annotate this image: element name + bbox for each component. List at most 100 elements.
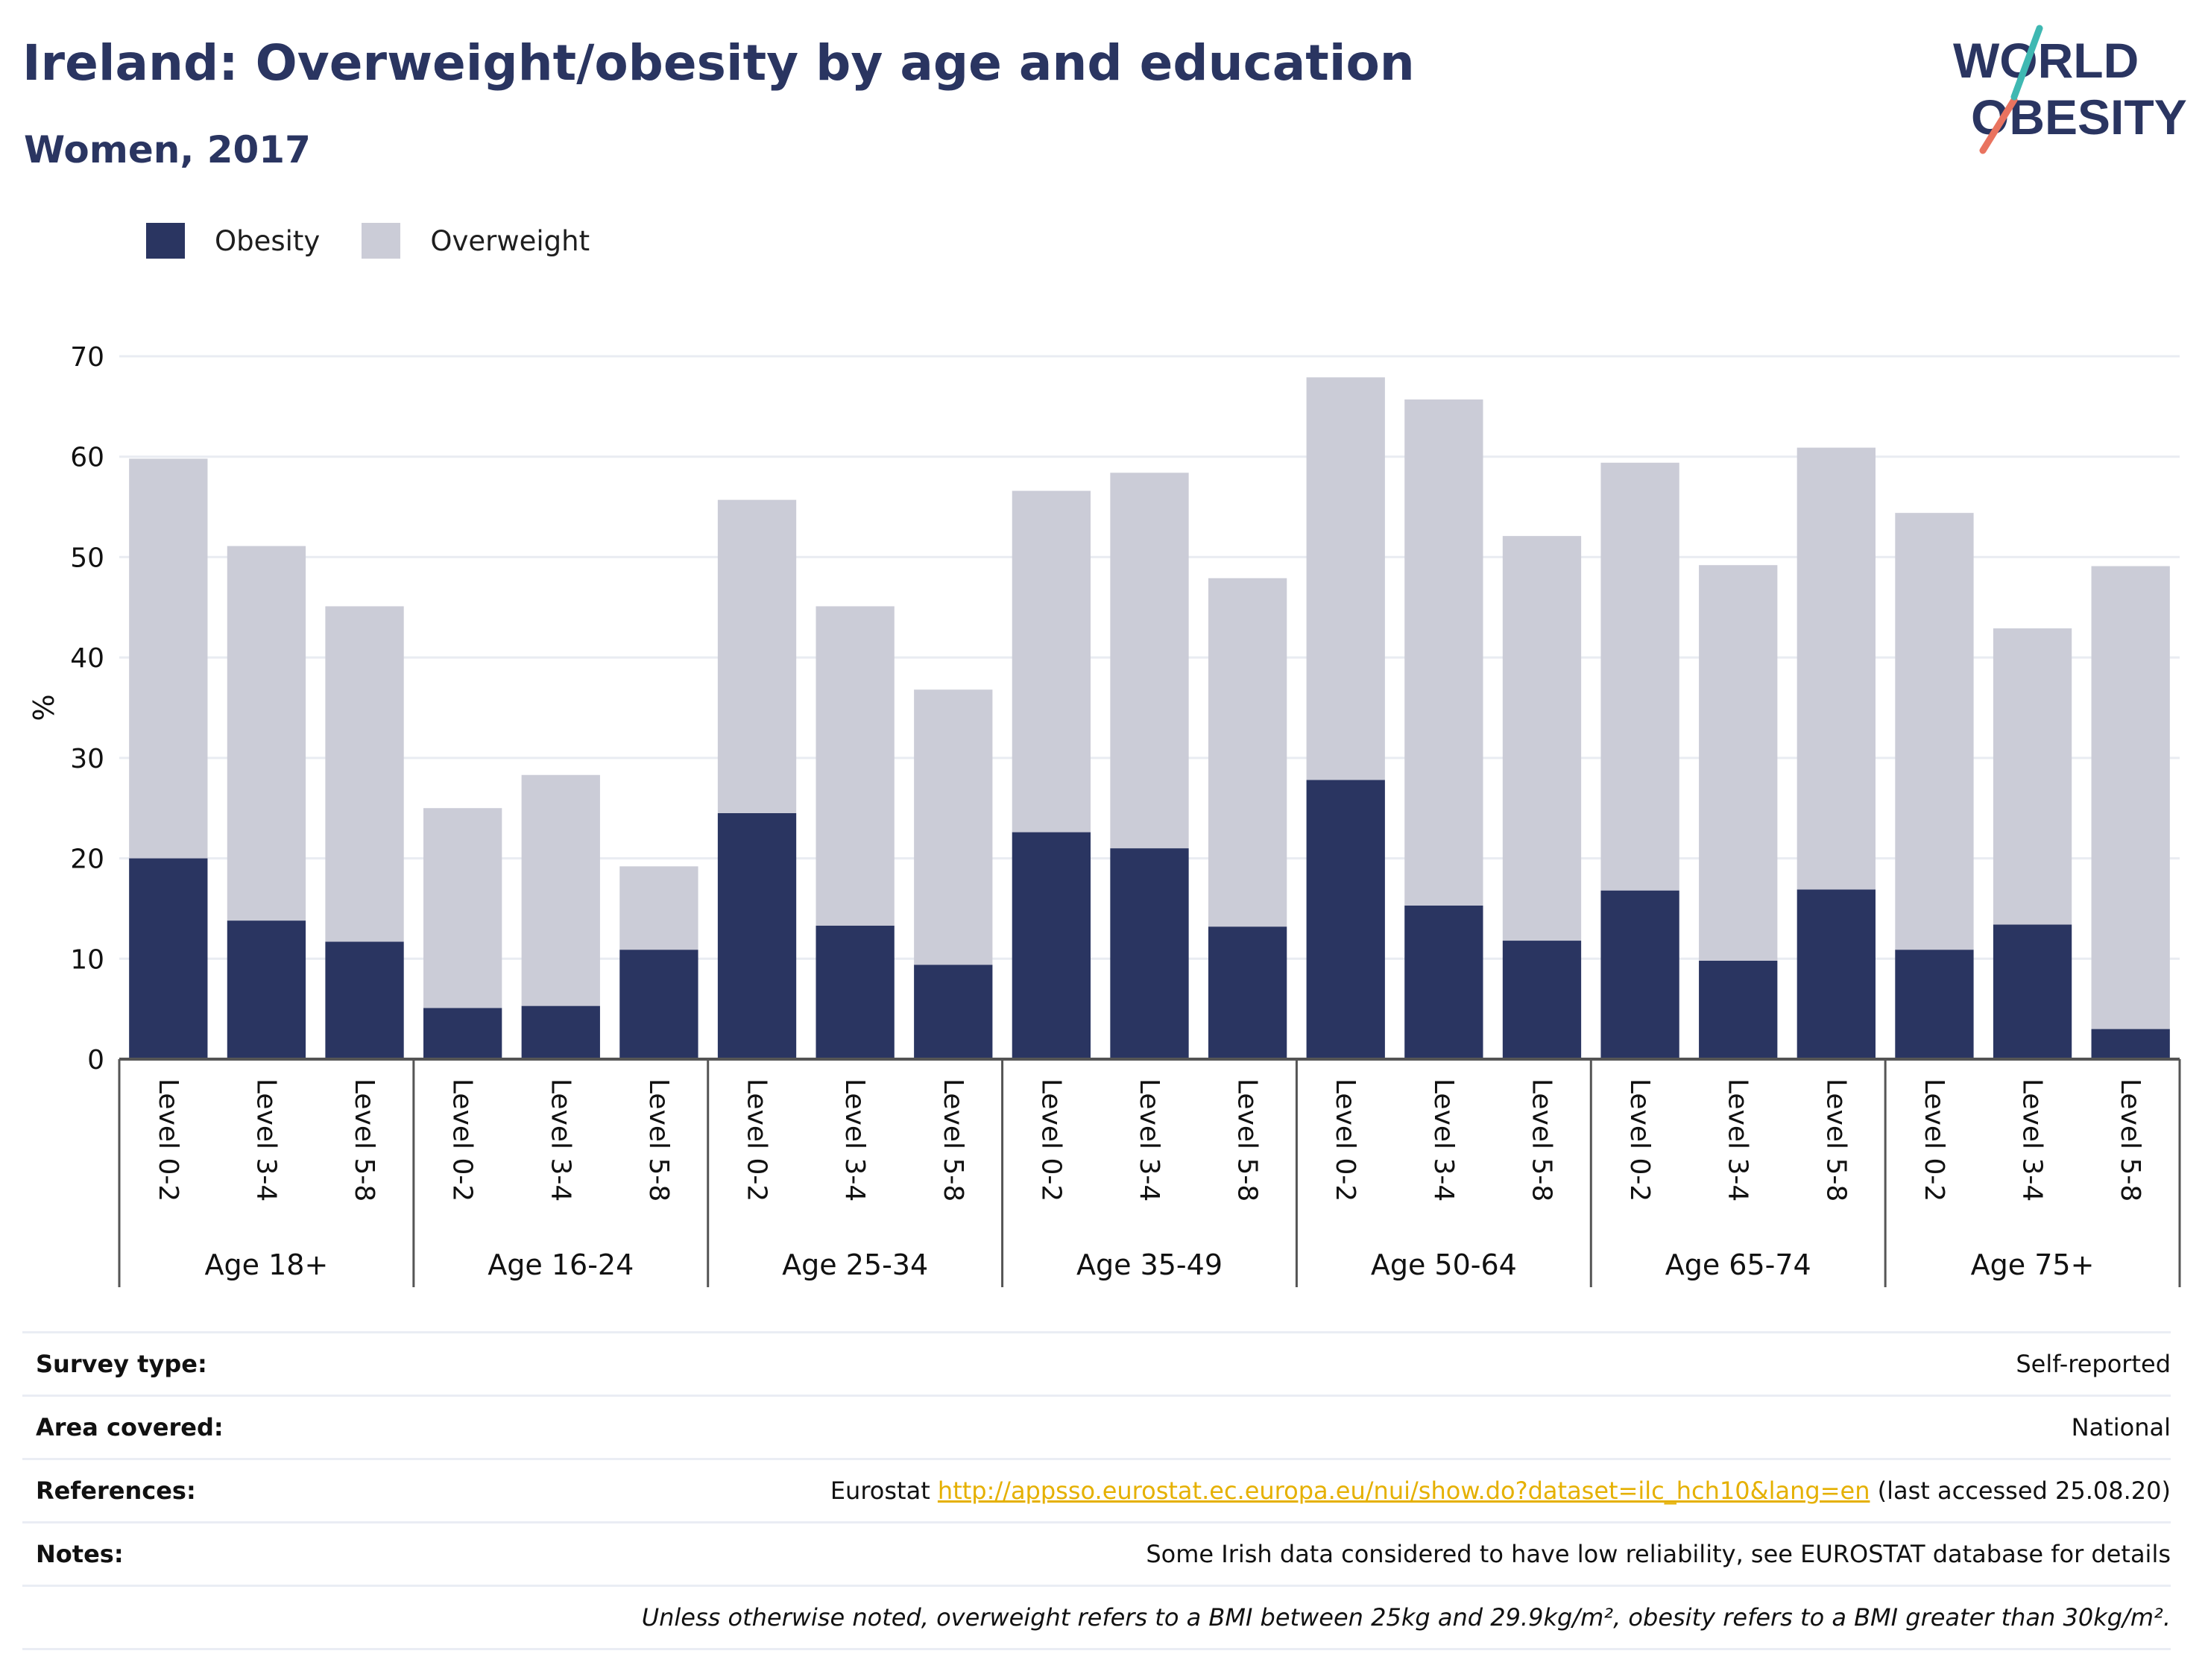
bar-overweight bbox=[129, 458, 208, 859]
bar-obesity bbox=[1797, 889, 1876, 1059]
bar-obesity bbox=[2091, 1029, 2170, 1059]
y-tick-label: 70 bbox=[70, 342, 104, 373]
x-category-label: Level 5-8 bbox=[1820, 1079, 1851, 1201]
y-tick-label: 20 bbox=[70, 844, 104, 875]
bar-overweight bbox=[521, 774, 600, 1006]
x-category-label: Level 0-2 bbox=[447, 1079, 478, 1201]
bar-obesity bbox=[1404, 905, 1483, 1059]
bar-overweight bbox=[1012, 490, 1091, 833]
survey-type-label: Survey type: bbox=[36, 1350, 207, 1378]
bar-obesity bbox=[1600, 890, 1679, 1059]
info-table: Survey type: Self-reported Area covered:… bbox=[22, 1331, 2171, 1650]
bar-obesity bbox=[1110, 848, 1189, 1059]
legend-item-overweight: Overweight bbox=[362, 223, 590, 259]
x-category-label: Level 5-8 bbox=[1526, 1079, 1556, 1201]
bar-obesity bbox=[1012, 832, 1091, 1059]
bar-overweight bbox=[1306, 377, 1385, 780]
x-category-label: Level 0-2 bbox=[742, 1079, 772, 1201]
bar-overweight bbox=[1208, 578, 1287, 927]
x-category-label: Level 3-4 bbox=[839, 1079, 870, 1201]
bar-obesity bbox=[1306, 780, 1385, 1059]
x-category-label: Level 3-4 bbox=[545, 1079, 575, 1201]
x-group-label: Age 16-24 bbox=[488, 1248, 634, 1281]
bar-obesity bbox=[619, 950, 698, 1059]
notes-value: Some Irish data considered to have low r… bbox=[1146, 1540, 2171, 1568]
x-category-label: Level 0-2 bbox=[1035, 1079, 1066, 1201]
bar-obesity bbox=[914, 964, 993, 1059]
bar-overweight bbox=[619, 866, 698, 950]
bar-obesity bbox=[717, 812, 797, 1059]
legend-swatch-obesity bbox=[146, 223, 185, 259]
bar-overweight bbox=[1895, 513, 1974, 950]
y-tick-label: 0 bbox=[87, 1045, 104, 1076]
page-subtitle: Women, 2017 bbox=[24, 128, 311, 171]
x-category-label: Level 3-4 bbox=[1723, 1079, 1753, 1201]
x-category-label: Level 5-8 bbox=[938, 1079, 968, 1201]
y-tick-label: 30 bbox=[70, 744, 104, 774]
x-category-label: Level 3-4 bbox=[1134, 1079, 1164, 1201]
y-axis-label: % bbox=[28, 694, 60, 721]
legend-label-overweight: Overweight bbox=[430, 224, 590, 257]
x-group-label: Age 35-49 bbox=[1076, 1248, 1223, 1281]
info-row-notes: Notes: Some Irish data considered to hav… bbox=[22, 1521, 2171, 1585]
bar-overweight bbox=[325, 606, 404, 942]
chart-legend: Obesity Overweight bbox=[146, 221, 631, 261]
bar-overweight bbox=[1502, 536, 1582, 941]
x-category-label: Level 3-4 bbox=[1428, 1079, 1459, 1201]
bar-obesity bbox=[1993, 924, 2072, 1059]
notes-label: Notes: bbox=[36, 1540, 124, 1568]
bar-overweight bbox=[227, 546, 306, 921]
legend-swatch-overweight bbox=[362, 223, 401, 259]
x-group-label: Age 25-34 bbox=[782, 1248, 928, 1281]
logo-slash-coral bbox=[1979, 96, 2018, 154]
info-row-survey-type: Survey type: Self-reported bbox=[22, 1331, 2171, 1395]
x-category-label: Level 0-2 bbox=[153, 1079, 183, 1201]
y-tick-label: 50 bbox=[70, 543, 104, 573]
survey-type-value: Self-reported bbox=[2016, 1350, 2171, 1378]
bar-obesity bbox=[325, 941, 404, 1059]
x-group-label: Age 50-64 bbox=[1371, 1248, 1517, 1281]
references-link[interactable]: http://appsso.eurostat.ec.europa.eu/nui/… bbox=[937, 1477, 1870, 1505]
bar-overweight bbox=[423, 808, 502, 1008]
x-category-label: Level 0-2 bbox=[1330, 1079, 1360, 1201]
x-category-label: Level 3-4 bbox=[250, 1079, 281, 1201]
x-category-label: Level 0-2 bbox=[1919, 1079, 1949, 1201]
x-category-label: Level 5-8 bbox=[643, 1079, 674, 1201]
x-group-label: Age 18+ bbox=[205, 1248, 329, 1281]
bar-overweight bbox=[1797, 447, 1876, 890]
page-title: Ireland: Overweight/obesity by age and e… bbox=[22, 34, 1415, 92]
logo-line1: WORLD bbox=[1953, 33, 2139, 88]
y-tick-label: 60 bbox=[70, 443, 104, 473]
bar-overweight bbox=[914, 689, 993, 965]
references-suffix: (last accessed 25.08.20) bbox=[1870, 1477, 2171, 1505]
world-obesity-logo: WORLD OBESITY bbox=[1953, 25, 2187, 154]
bar-obesity bbox=[816, 925, 895, 1059]
bar-overweight bbox=[816, 606, 895, 926]
bar-obesity bbox=[521, 1005, 600, 1059]
bar-obesity bbox=[1895, 950, 1974, 1059]
references-value: Eurostat http://appsso.eurostat.ec.europ… bbox=[830, 1477, 2171, 1505]
references-prefix: Eurostat bbox=[830, 1477, 938, 1505]
footnote-text: Unless otherwise noted, overweight refer… bbox=[641, 1603, 2171, 1632]
x-category-label: Level 3-4 bbox=[2017, 1079, 2048, 1201]
bar-obesity bbox=[1699, 960, 1778, 1059]
bar-overweight bbox=[717, 499, 797, 813]
x-category-label: Level 0-2 bbox=[1624, 1079, 1655, 1201]
x-category-label: Level 5-8 bbox=[2115, 1079, 2145, 1201]
y-tick-label: 40 bbox=[70, 643, 104, 674]
bar-obesity bbox=[1502, 941, 1582, 1059]
bar-obesity bbox=[227, 920, 306, 1059]
x-group-label: Age 65-74 bbox=[1665, 1248, 1811, 1281]
bar-overweight bbox=[1600, 462, 1679, 891]
area-label: Area covered: bbox=[36, 1413, 224, 1441]
y-tick-label: 10 bbox=[70, 944, 104, 975]
info-row-footnote: Unless otherwise noted, overweight refer… bbox=[22, 1585, 2171, 1650]
bar-overweight bbox=[1404, 399, 1483, 906]
info-row-area: Area covered: National bbox=[22, 1395, 2171, 1458]
bar-obesity bbox=[1208, 926, 1287, 1059]
bar-chart: 0 10 20 30 40 50 60 70% Level 0-2 Level 3-4 Level … bbox=[28, 342, 2181, 1287]
legend-item-obesity: Obesity bbox=[146, 223, 320, 259]
bar-overweight bbox=[1993, 628, 2072, 925]
bar-obesity bbox=[129, 858, 208, 1059]
bar-obesity bbox=[423, 1008, 502, 1059]
